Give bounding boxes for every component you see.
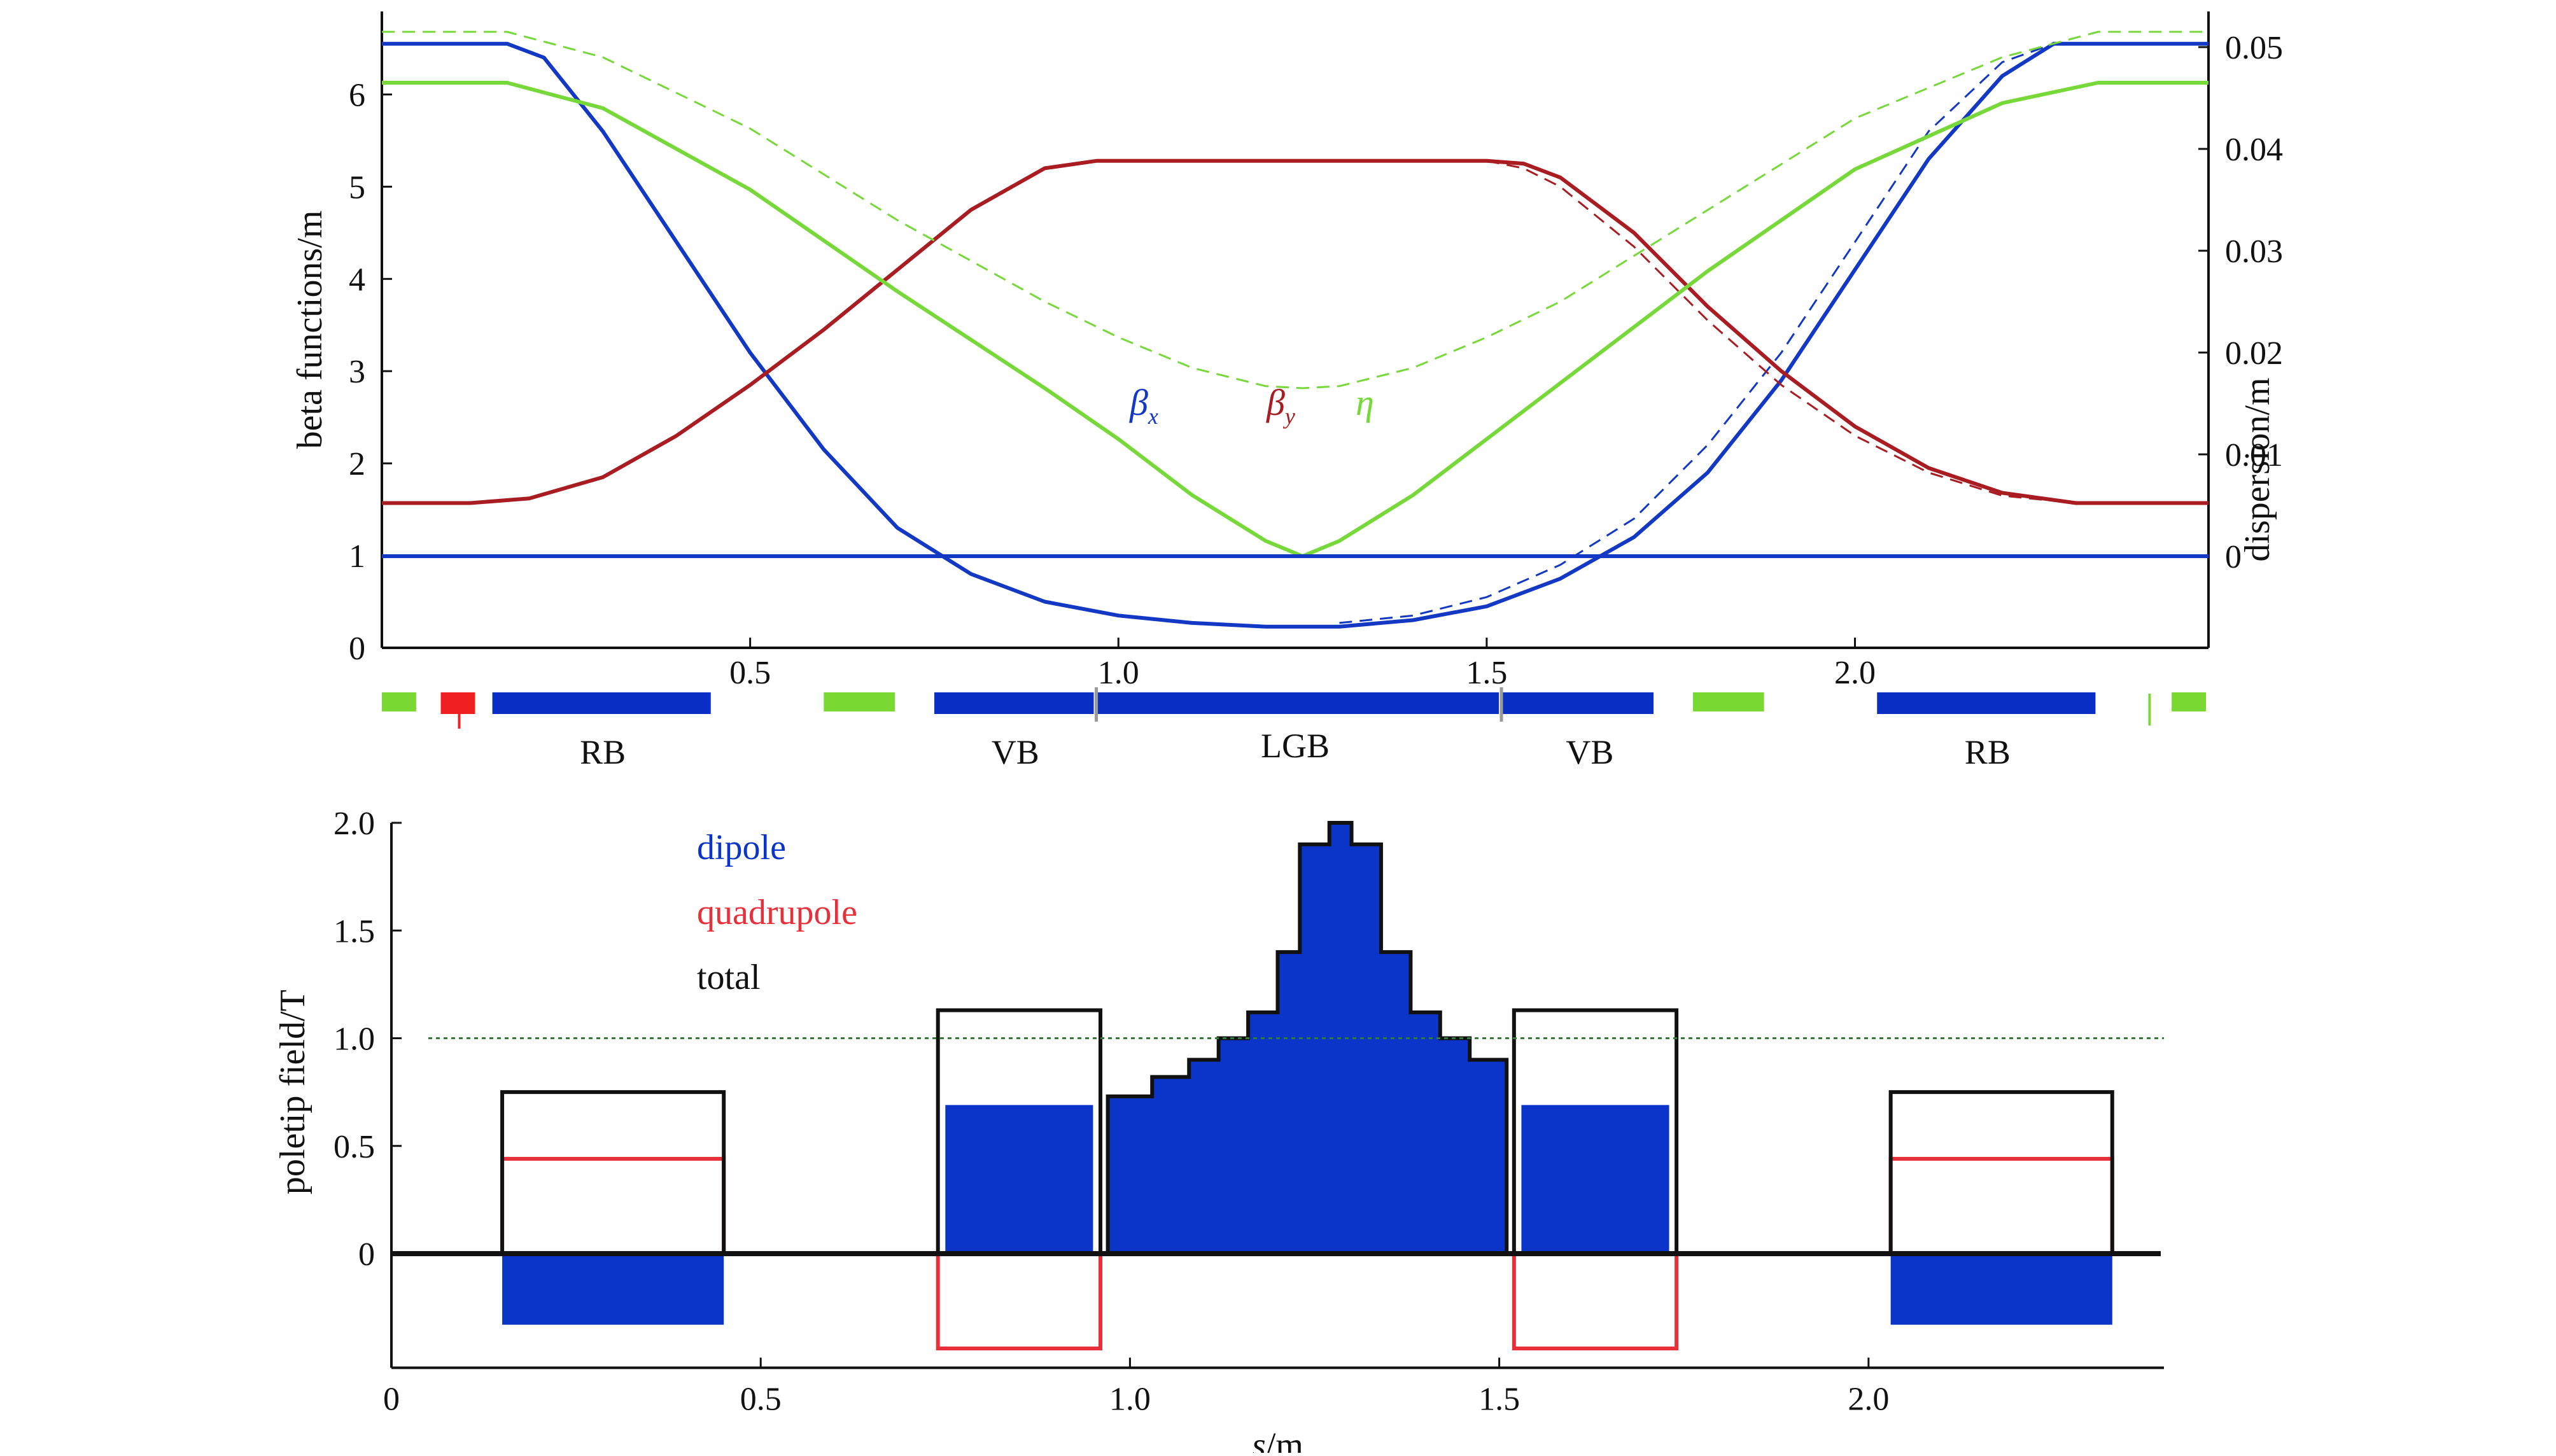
curve-label-symbol: β	[1129, 382, 1148, 423]
lattice-element-blue	[1501, 692, 1654, 714]
lattice-element-green	[2172, 692, 2206, 711]
curve-label-eta: η	[1356, 382, 1374, 423]
total-field-block	[1888, 1090, 2114, 1254]
y2-tick-label: 0.05	[2225, 30, 2283, 66]
y-tick-label: 2	[349, 446, 365, 482]
y-axis-title: poletip field/T	[273, 990, 312, 1194]
y-tick-label: 1	[349, 538, 365, 575]
lattice-element-blue	[934, 692, 1094, 714]
y-tick-label: 6	[349, 77, 365, 113]
lattice-element-strip: RB VB LGB VB RB	[382, 687, 2206, 771]
x-axis-title: s/m	[1252, 1425, 1303, 1453]
quadrupole-field-block	[936, 1254, 1102, 1350]
y2-tick-label: 0.01	[2225, 437, 2283, 473]
lattice-element-red	[440, 692, 475, 714]
total-field-block	[936, 1008, 1102, 1254]
quadrupole-field-block	[1888, 1157, 2114, 1254]
beta-y-design-line	[1486, 160, 2076, 504]
beta-dispersion-plot: 0 1 2 3 4 5 6 0 0.01 0.02 0.03 0.04 0.05 0.5 1.0 1.5 2.0…	[290, 11, 2283, 691]
x-tick-label: 2.0	[1848, 1381, 1889, 1417]
x-axis-title-symbol: s	[1252, 1425, 1266, 1453]
beta-x-line	[382, 41, 2208, 629]
lattice-element-blue	[492, 692, 711, 714]
y2-axis-title: dispersion/m	[2238, 377, 2277, 561]
curve-label-beta-y: βy	[1266, 382, 1295, 429]
y2-tick-label: 0.03	[2225, 234, 2283, 270]
y-tick-label: 0	[349, 631, 365, 667]
dipole-field-block	[1890, 1254, 2112, 1325]
poletip-field-plot: 0 0.5 1.0 1.5 2.0 0 0.5 1.0 1.5 2.0 poletip field/…	[273, 806, 2164, 1456]
x-tick-label: 1.0	[1098, 655, 1139, 691]
lattice-label: LGB	[1261, 727, 1330, 765]
x-axis-title-unit: /m	[1266, 1425, 1303, 1453]
x-tick-label: 0.5	[740, 1381, 782, 1417]
legend-entry-dipole: dipole	[697, 828, 786, 867]
beta-y-line	[382, 158, 2208, 505]
x-tick-label: 0	[383, 1381, 400, 1417]
y-tick-label: 5	[349, 169, 365, 206]
lattice-element-blue	[1877, 692, 2096, 714]
quadrupole-field-block	[500, 1157, 726, 1254]
dipole-field-block	[502, 1254, 724, 1325]
y-tick-label: 0.5	[334, 1129, 375, 1165]
legend-entry-quadrupole: quadrupole	[697, 893, 857, 932]
dipole-field-block	[1521, 1105, 1669, 1254]
beta-x-design-line	[1339, 43, 2076, 624]
y-tick-label: 3	[349, 354, 365, 390]
lattice-label: RB	[1965, 733, 2011, 771]
total-field-block	[1512, 1008, 1679, 1254]
total-field-block	[500, 1090, 726, 1254]
curve-label-subscript: y	[1283, 403, 1295, 429]
y-tick-label: 2.0	[334, 806, 375, 842]
dipole-field-block	[945, 1105, 1093, 1254]
lattice-label: RB	[580, 733, 626, 771]
y2-tick-label: 0.04	[2225, 132, 2283, 168]
eta-design-line	[382, 31, 2208, 389]
y2-tick-label: 0	[2225, 539, 2242, 575]
curve-label-symbol: β	[1266, 382, 1285, 423]
lattice-element-blue	[1096, 692, 1499, 714]
legend-entry-total: total	[697, 958, 761, 997]
y-tick-label: 4	[349, 262, 365, 298]
lattice-element-green	[382, 692, 416, 711]
quadrupole-field-block	[1512, 1254, 1679, 1350]
x-tick-label: 1.5	[1478, 1381, 1520, 1417]
curve-label-subscript: x	[1148, 403, 1158, 429]
lattice-element-green	[824, 692, 895, 711]
curve-label-symbol: η	[1356, 382, 1374, 423]
curve-label-beta-x: βx	[1129, 382, 1158, 429]
y2-tick-label: 0.02	[2225, 335, 2283, 372]
lattice-label: VB	[1566, 733, 1613, 771]
x-tick-label: 2.0	[1834, 655, 1876, 691]
y-tick-label: 0	[358, 1236, 375, 1273]
x-tick-label: 0.5	[729, 655, 771, 691]
y-tick-label: 1.0	[334, 1021, 375, 1058]
y-tick-label: 1.5	[334, 913, 375, 949]
y-axis-title: beta functions/m	[290, 211, 330, 449]
lattice-element-green	[1692, 692, 1764, 711]
x-tick-label: 1.5	[1466, 655, 1507, 691]
lattice-label: VB	[992, 733, 1039, 771]
x-tick-label: 1.0	[1109, 1381, 1151, 1417]
